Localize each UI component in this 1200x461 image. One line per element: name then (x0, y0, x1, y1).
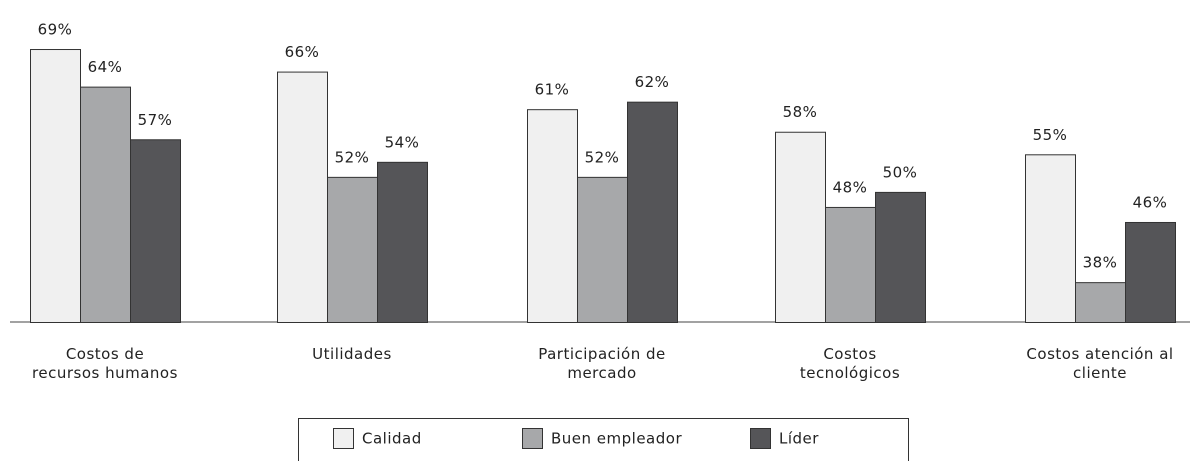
bar (527, 109, 578, 323)
data-label: 54% (385, 133, 420, 151)
bar (130, 139, 181, 323)
bar (1025, 154, 1076, 323)
legend-label: Buen empleador (551, 430, 682, 448)
x-tick-label: Costos tecnológicos (800, 345, 900, 382)
x-tick-label-line: Utilidades (312, 345, 392, 363)
data-label: 52% (335, 148, 370, 166)
legend-swatch (750, 428, 771, 449)
x-tick-label: Costos de recursos humanos (32, 345, 178, 382)
x-tick-label-line: Costos de (66, 345, 144, 363)
x-tick-label-line: cliente (1073, 364, 1127, 382)
x-tick-label-line: Participación de (538, 345, 666, 363)
data-label: 64% (88, 58, 123, 76)
bar (80, 86, 131, 324)
bar (327, 176, 378, 323)
x-tick-label: Costos atención al cliente (1026, 345, 1173, 382)
data-label: 66% (285, 43, 320, 61)
bar (377, 161, 428, 323)
data-label: 52% (585, 148, 620, 166)
x-tick-label: Utilidades (312, 345, 392, 363)
x-tick-label-line: Costos (823, 345, 876, 363)
bar (1125, 221, 1176, 323)
bar (577, 176, 628, 323)
legend-label: Líder (779, 430, 819, 448)
data-label: 38% (1083, 254, 1118, 272)
data-label: 50% (883, 163, 918, 181)
data-label: 57% (138, 111, 173, 129)
legend-swatch (333, 428, 354, 449)
data-label: 58% (783, 103, 818, 121)
data-label: 69% (38, 21, 73, 39)
bar (627, 101, 678, 323)
bar (30, 49, 81, 323)
legend-label: Calidad (362, 430, 422, 448)
x-tick-label-line: recursos humanos (32, 364, 178, 382)
bar (825, 206, 876, 323)
data-label: 48% (833, 178, 868, 196)
legend-swatch (522, 428, 543, 449)
data-label: 55% (1033, 126, 1068, 144)
data-label: 61% (535, 81, 570, 99)
bar (1075, 282, 1126, 323)
data-label: 62% (635, 73, 670, 91)
data-label: 46% (1133, 193, 1168, 211)
x-tick-label-line: Costos atención al (1026, 345, 1173, 363)
x-tick-label-line: mercado (567, 364, 636, 382)
legend-box (298, 418, 909, 461)
x-tick-label-line: tecnológicos (800, 364, 900, 382)
x-tick-label: Participación de mercado (538, 345, 666, 382)
bar (775, 131, 826, 323)
bar (277, 71, 328, 323)
bar (875, 191, 926, 323)
